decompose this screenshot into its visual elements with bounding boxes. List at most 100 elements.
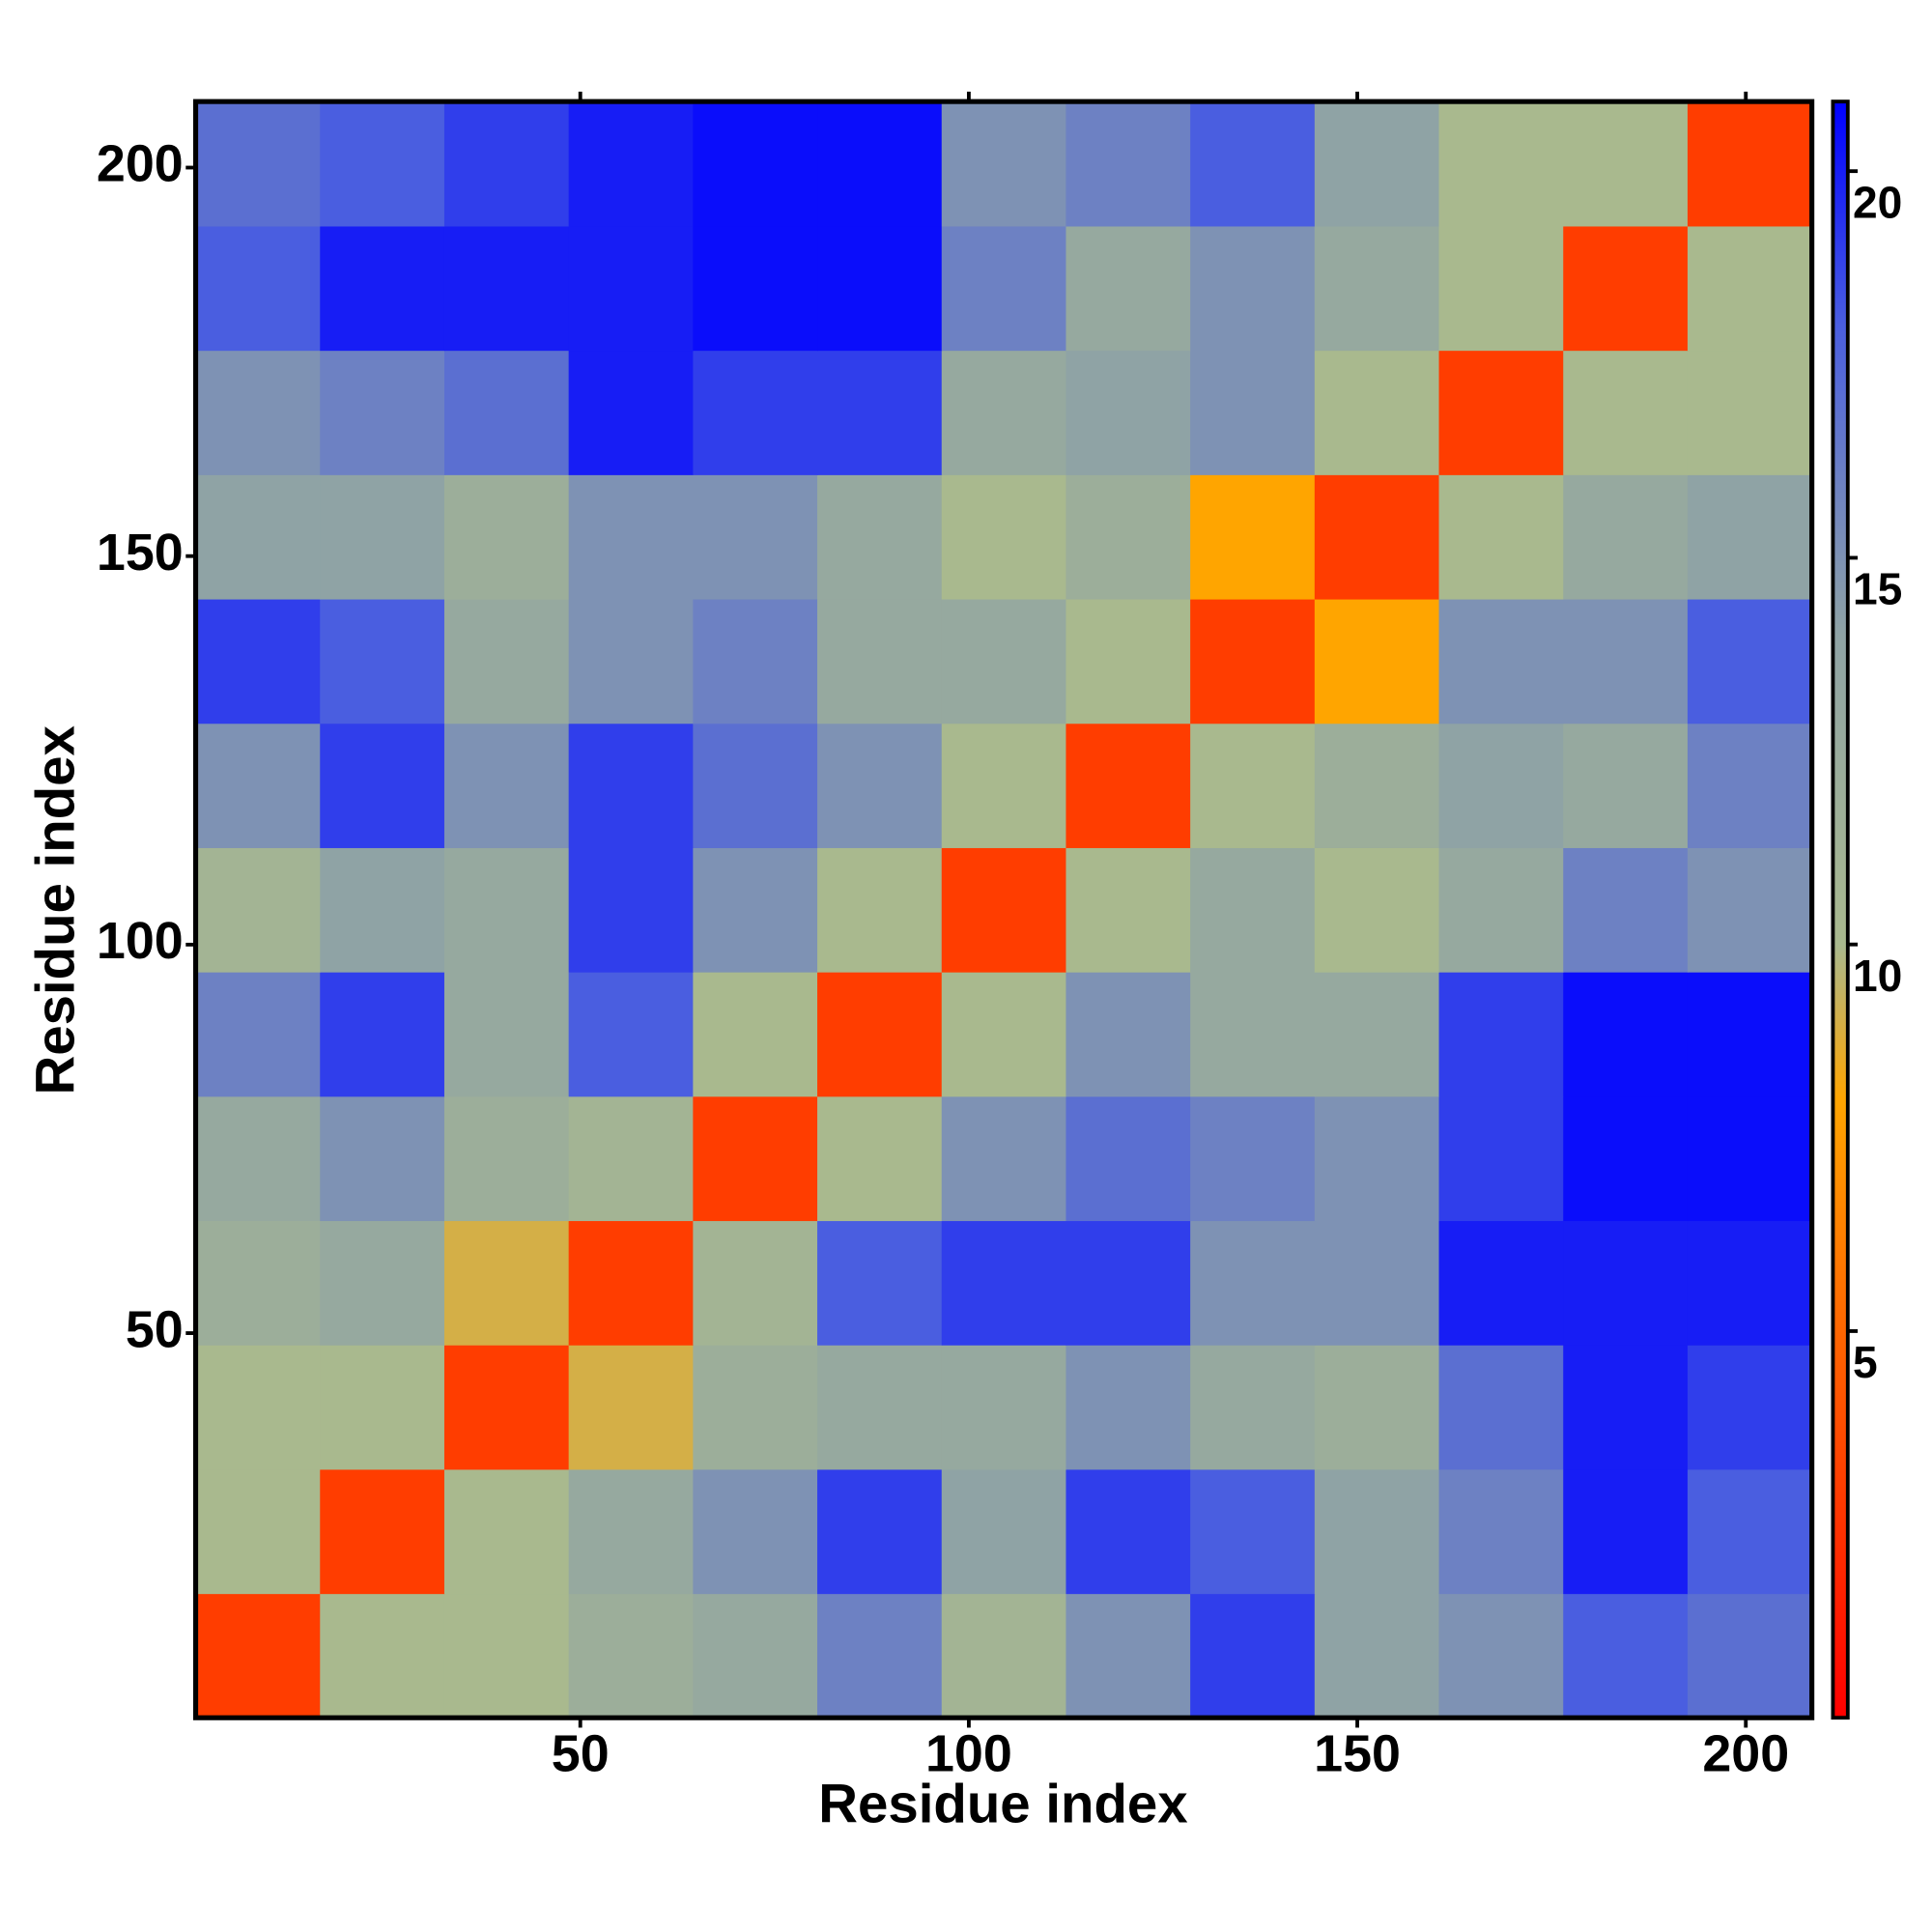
heatmap-cell bbox=[941, 101, 1067, 227]
heatmap-cell bbox=[1314, 1095, 1440, 1222]
heatmap-cell bbox=[817, 1593, 943, 1719]
heatmap-cell bbox=[195, 847, 321, 973]
heatmap-cell bbox=[1190, 225, 1316, 352]
heatmap-cell bbox=[1563, 598, 1689, 724]
heatmap-cell bbox=[817, 847, 943, 973]
heatmap-cell bbox=[817, 225, 943, 352]
heatmap-cell bbox=[693, 598, 818, 724]
heatmap-cell bbox=[941, 1220, 1067, 1346]
heatmap-cell bbox=[941, 598, 1067, 724]
heatmap-cell bbox=[693, 723, 818, 848]
heatmap-cell bbox=[1065, 101, 1191, 227]
heatmap-cell bbox=[1190, 1345, 1316, 1470]
x-axis-title: Residue index bbox=[818, 1774, 1187, 1834]
heatmap-cell bbox=[568, 1593, 694, 1719]
heatmap-cell bbox=[693, 1220, 818, 1346]
heatmap-cell bbox=[1687, 972, 1813, 1097]
heatmap-cell bbox=[1190, 350, 1316, 475]
heatmap-cell bbox=[568, 1095, 694, 1222]
heatmap-cell bbox=[941, 225, 1067, 352]
heatmap-cell bbox=[817, 1220, 943, 1346]
heatmap-cell bbox=[1687, 1095, 1813, 1222]
colorbar-tick-label: 20 bbox=[1853, 177, 1902, 227]
heatmap-cell bbox=[1438, 101, 1564, 227]
heatmap-cell bbox=[1314, 847, 1440, 973]
heatmap-cell bbox=[817, 1468, 943, 1595]
heatmap-cell bbox=[1563, 723, 1689, 848]
heatmap-cell bbox=[1438, 474, 1564, 600]
heatmap-cell bbox=[1438, 972, 1564, 1097]
heatmap-cell bbox=[195, 723, 321, 848]
heatmap-cell bbox=[1687, 847, 1813, 973]
heatmap-cells bbox=[195, 101, 1813, 1719]
heatmap-cell bbox=[1314, 1345, 1440, 1470]
heatmap-cell bbox=[1190, 1220, 1316, 1346]
heatmap-cell bbox=[195, 1593, 321, 1719]
heatmap-cell bbox=[568, 723, 694, 848]
heatmap-cell bbox=[941, 1468, 1067, 1595]
heatmap-cell bbox=[693, 474, 818, 600]
heatmap-cell bbox=[1563, 474, 1689, 600]
heatmap-cell bbox=[1314, 101, 1440, 227]
heatmap-cell bbox=[1438, 350, 1564, 475]
colorbar-tick-label: 10 bbox=[1853, 951, 1902, 1001]
heatmap-cell bbox=[1190, 474, 1316, 600]
heatmap-cell bbox=[1687, 1220, 1813, 1346]
heatmap-cell bbox=[1563, 972, 1689, 1097]
heatmap-cell bbox=[1065, 598, 1191, 724]
heatmap-cell bbox=[693, 101, 818, 227]
heatmap-cell bbox=[817, 101, 943, 227]
heatmap-cell bbox=[568, 1220, 694, 1346]
heatmap-cell bbox=[1563, 1220, 1689, 1346]
heatmap-cell bbox=[1687, 723, 1813, 848]
heatmap-cell bbox=[443, 474, 570, 600]
heatmap-cell bbox=[817, 723, 943, 848]
heatmap-cell bbox=[443, 101, 570, 227]
heatmap-cell bbox=[320, 101, 445, 227]
heatmap-cell bbox=[941, 1593, 1067, 1719]
heatmap-cell bbox=[1563, 1593, 1689, 1719]
heatmap-cell bbox=[941, 1095, 1067, 1222]
x-tick-label: 200 bbox=[1702, 1724, 1789, 1782]
heatmap-cell bbox=[1687, 1593, 1813, 1719]
heatmap-cell bbox=[1687, 1468, 1813, 1595]
heatmap-cell bbox=[568, 1345, 694, 1470]
heatmap-cell bbox=[1438, 1468, 1564, 1595]
heatmap-cell bbox=[1687, 598, 1813, 724]
heatmap-cell bbox=[1563, 101, 1689, 227]
heatmap-cell bbox=[941, 350, 1067, 475]
heatmap-cell bbox=[1438, 598, 1564, 724]
heatmap-cell bbox=[1065, 474, 1191, 600]
heatmap-cell bbox=[1687, 350, 1813, 475]
heatmap-cell bbox=[1314, 598, 1440, 724]
heatmap-cell bbox=[1563, 1468, 1689, 1595]
heatmap-cell bbox=[320, 350, 445, 475]
plot-frame bbox=[193, 99, 1815, 1720]
heatmap-cell bbox=[568, 474, 694, 600]
heatmap-cell bbox=[693, 1345, 818, 1470]
heatmap-cell bbox=[443, 598, 570, 724]
heatmap-cell bbox=[1314, 1593, 1440, 1719]
heatmap-cell bbox=[195, 225, 321, 352]
heatmap-cell bbox=[941, 972, 1067, 1097]
heatmap-cell bbox=[1563, 350, 1689, 475]
heatmap-cell bbox=[693, 350, 818, 475]
heatmap-cell bbox=[941, 474, 1067, 600]
heatmap-cell bbox=[1438, 1220, 1564, 1346]
heatmap-cell bbox=[320, 1345, 445, 1470]
heatmap-cell bbox=[443, 1345, 570, 1470]
heatmap-cell bbox=[1065, 972, 1191, 1097]
heatmap-cell bbox=[941, 847, 1067, 973]
heatmap-cell bbox=[568, 350, 694, 475]
heatmap-cell bbox=[1065, 723, 1191, 848]
colorbar bbox=[1831, 99, 1850, 1720]
heatmap-cell bbox=[195, 972, 321, 1097]
heatmap-cell bbox=[320, 1095, 445, 1222]
heatmap-cell bbox=[1314, 1220, 1440, 1346]
heatmap-cell bbox=[568, 847, 694, 973]
heatmap-cell bbox=[1190, 847, 1316, 973]
heatmap-cell bbox=[320, 972, 445, 1097]
heatmap-cell bbox=[1065, 1220, 1191, 1346]
heatmap-cell bbox=[817, 1095, 943, 1222]
